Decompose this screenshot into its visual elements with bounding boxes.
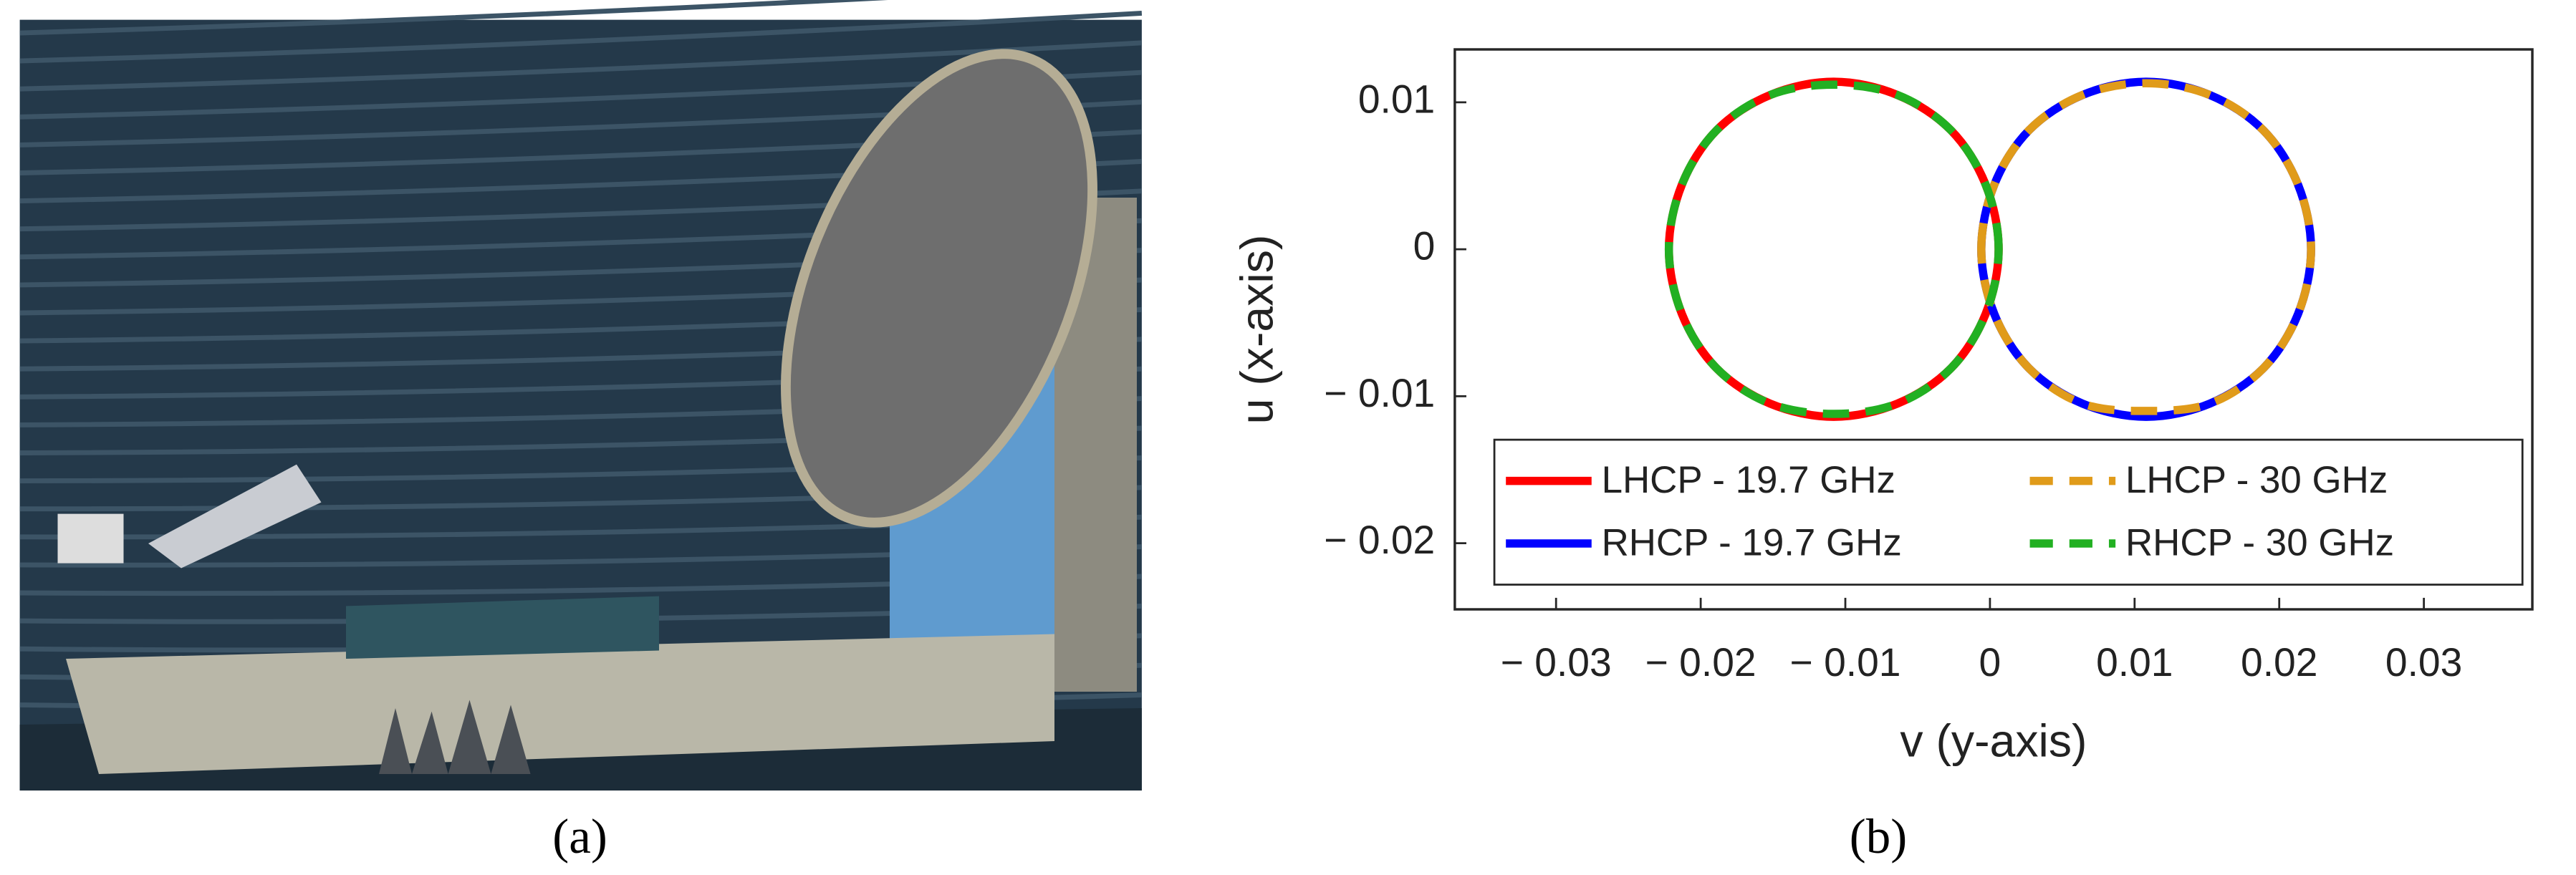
x-tick-label: − 0.01 — [1790, 640, 1901, 685]
x-tick-label: − 0.02 — [1645, 640, 1756, 685]
horn-antenna — [148, 464, 322, 569]
reflector-dish — [781, 49, 1097, 528]
x-tick-label: 0 — [1979, 640, 2001, 685]
y-axis-label: u (x-axis) — [1231, 235, 1282, 425]
legend-label: RHCP - 30 GHz — [2125, 521, 2394, 564]
absorber-cones — [378, 700, 531, 774]
metal-beam — [65, 634, 1054, 774]
x-tick-label: − 0.03 — [1501, 640, 1612, 685]
stripe — [19, 0, 888, 36]
y-tick-label: 0 — [1413, 224, 1436, 269]
series-line — [1977, 79, 2315, 415]
stripe — [19, 10, 1143, 64]
y-tick-label: − 0.01 — [1324, 371, 1435, 415]
chart: − 0.03 − 0.02 − 0.01 0 0.01 0.02 0.03 − 0.02 − 0… — [1231, 48, 2534, 864]
y-tick-label: 0.01 — [1358, 77, 1435, 121]
feed-mount — [57, 513, 124, 564]
stripe — [19, 40, 1143, 92]
x-axis-label: v (y-axis) — [1900, 715, 2087, 767]
legend-label: RHCP - 19.7 GHz — [1602, 521, 1902, 564]
blue-foam — [889, 329, 1087, 692]
foam-block — [345, 596, 659, 659]
caption: (a) — [552, 809, 607, 864]
y-tick-label: − 0.02 — [1324, 518, 1435, 562]
x-tick-label: 0.03 — [2385, 640, 2462, 685]
x-tick-label: 0.02 — [2241, 640, 2317, 685]
legend-label: LHCP - 30 GHz — [2125, 459, 2388, 501]
legend-label: LHCP - 19.7 GHz — [1602, 459, 1895, 501]
x-tick-label: 0.01 — [2096, 640, 2173, 685]
series-line — [1664, 80, 2003, 418]
photo — [19, 0, 1143, 791]
legend-box — [1493, 438, 2524, 586]
caption: (b) — [1850, 809, 1907, 864]
